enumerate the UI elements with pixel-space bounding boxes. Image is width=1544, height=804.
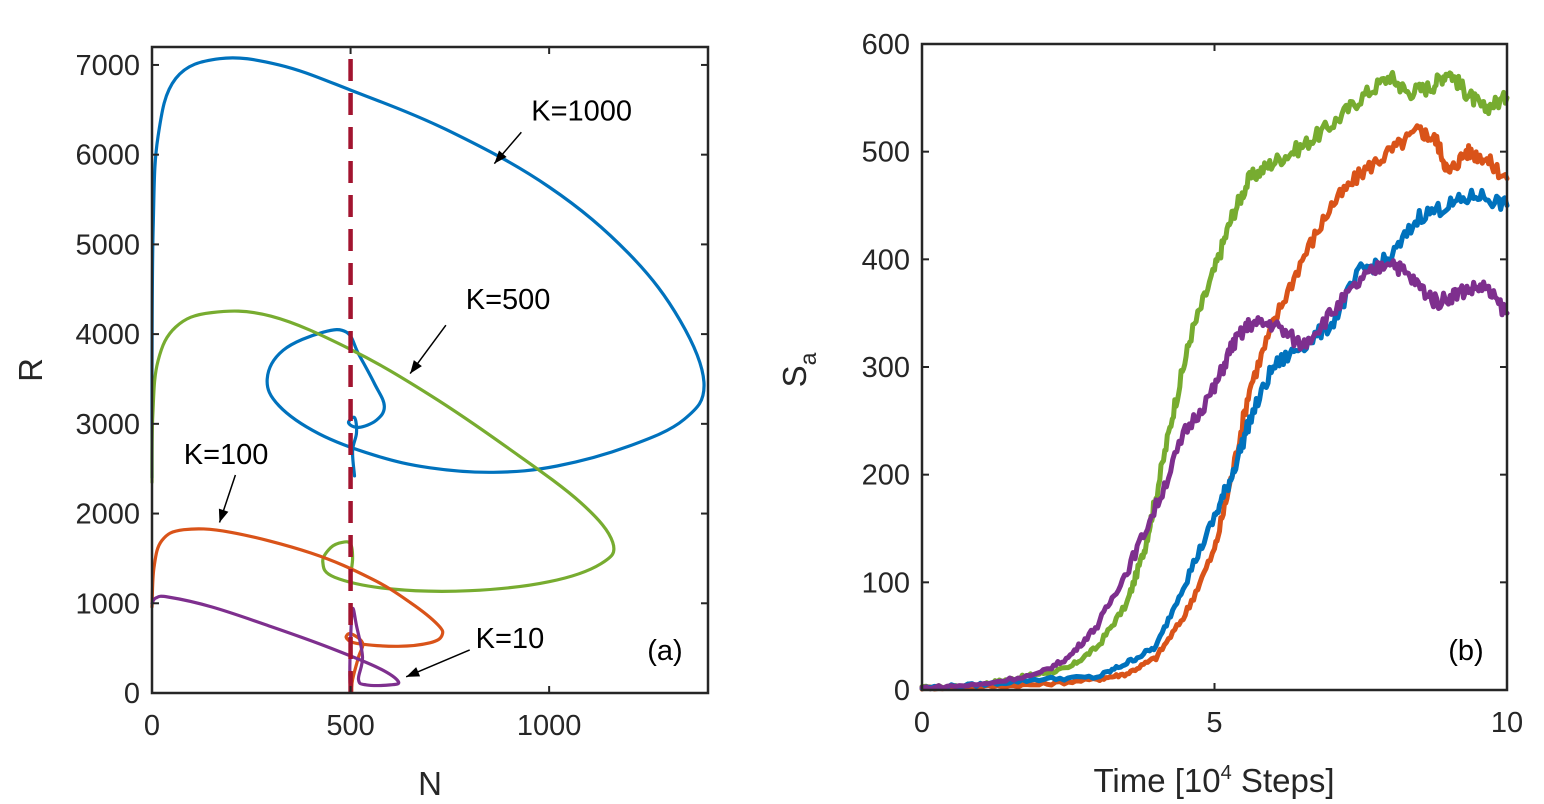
panel-a-xlabel: N [418, 765, 442, 802]
annotation-arrowhead [218, 508, 229, 523]
y-tick-label: 2000 [75, 499, 140, 531]
y-tick-label: 600 [862, 29, 910, 61]
panel-a: 0 500 1000 0 1000 2000 3000 4000 5000 6000 7000 K=… [12, 45, 710, 802]
panel-b-xlabel: Time [104 Steps] [1093, 762, 1334, 799]
series-line-blue [919, 187, 1510, 691]
y-tick-label: 4000 [75, 319, 140, 351]
panel-a-axes-box [150, 45, 710, 695]
y-tick-label: 400 [862, 244, 910, 276]
series-line-orange [919, 123, 1510, 692]
panel-b-xlabel-suffix: Steps] [1232, 762, 1335, 799]
panel-b-axes-box [920, 42, 1509, 692]
y-tick-label: 300 [862, 352, 910, 384]
y-tick-label: 3000 [75, 409, 140, 441]
series-line-purple [919, 258, 1510, 692]
x-tick-label: 500 [326, 710, 374, 742]
y-tick-label: 0 [894, 675, 910, 707]
panel-a-ylabel: R [12, 358, 49, 382]
y-tick-label: 0 [124, 678, 140, 710]
x-tick-label: 5 [1206, 707, 1222, 739]
x-tick-label: 1000 [517, 710, 582, 742]
annotation-label: K=1000 [531, 96, 632, 128]
y-tick-label: 200 [862, 460, 910, 492]
series-line-k-1000 [150, 56, 706, 480]
x-tick-label: 10 [1491, 707, 1523, 739]
x-tick-label: 0 [144, 710, 160, 742]
y-tick-label: 6000 [75, 140, 140, 172]
panel-b-tag: (b) [1448, 635, 1483, 667]
y-tick-label: 5000 [75, 229, 140, 261]
annotation-arrowhead [494, 150, 507, 164]
annotation-arrowhead [406, 667, 421, 677]
panel-b-ylabel: Sa [776, 352, 821, 387]
panel-a-tag: (a) [647, 635, 682, 667]
series-line-k-500 [150, 309, 616, 593]
panel-b-ylabel-sub: a [795, 352, 821, 365]
series-line-green [919, 69, 1510, 692]
panel-b-xlabel-prefix: Time [10 [1093, 762, 1220, 799]
y-tick-label: 500 [862, 137, 910, 169]
panel-b-xlabel-sup: 4 [1221, 762, 1232, 784]
annotation-label: K=500 [466, 284, 551, 316]
x-tick-label: 0 [914, 707, 930, 739]
y-tick-label: 1000 [75, 588, 140, 620]
annotation-arrowhead [410, 360, 422, 374]
series-line-k-100 [150, 527, 445, 693]
panel-b-plot-area [919, 69, 1510, 692]
y-tick-label: 7000 [75, 50, 140, 82]
panel-b-ylabel-main: S [776, 365, 813, 387]
panel-a-annotations: K=1000 K=500 K=100 K=10 [184, 96, 632, 678]
y-tick-label: 100 [862, 567, 910, 599]
annotation-label: K=10 [476, 623, 545, 655]
panel-a-ticks: 0 500 1000 0 1000 2000 3000 4000 5000 6000 7000 [75, 47, 708, 742]
annotation-label: K=100 [184, 439, 269, 471]
panel-a-plot-area [150, 47, 706, 693]
